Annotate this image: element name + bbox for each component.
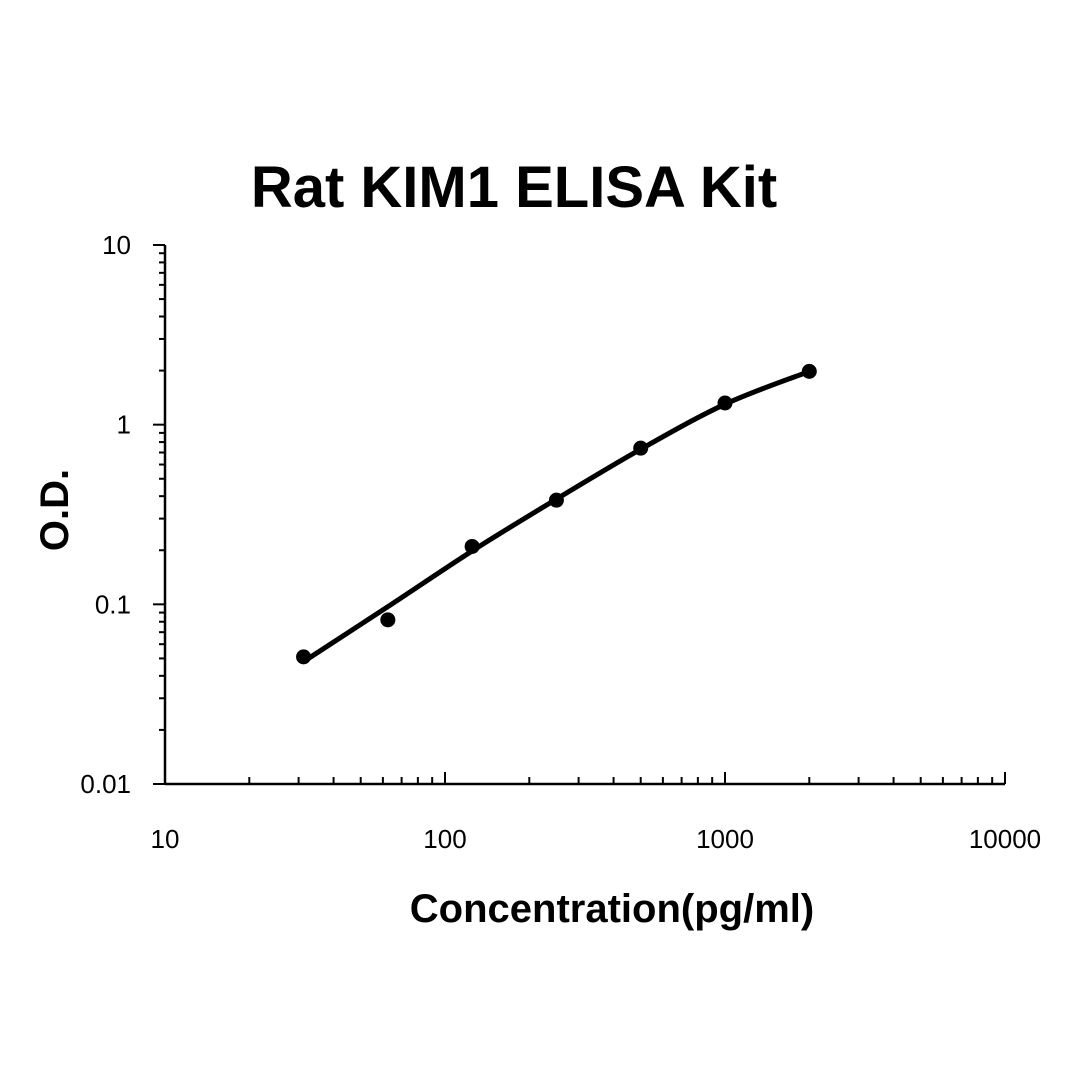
data-point bbox=[633, 440, 649, 456]
data-point bbox=[296, 649, 312, 665]
axes bbox=[163, 245, 1005, 786]
x-axis-ticks: 10 100 1000 10000 bbox=[151, 772, 1041, 854]
data-point bbox=[801, 363, 817, 379]
y-axis-ticks: 10 1 0.1 0.01 bbox=[80, 230, 165, 799]
data-point bbox=[717, 395, 733, 411]
x-tick-label: 10 bbox=[151, 824, 180, 854]
x-axis-label: Concentration(pg/ml) bbox=[410, 887, 814, 931]
plot-area bbox=[296, 363, 817, 665]
x-tick-label: 10000 bbox=[969, 824, 1041, 854]
fitted-curve bbox=[301, 368, 812, 665]
y-tick-label: 1 bbox=[117, 410, 131, 440]
y-tick-label: 10 bbox=[102, 230, 131, 260]
data-point bbox=[380, 612, 396, 628]
x-tick-label: 100 bbox=[423, 824, 466, 854]
data-point bbox=[548, 492, 564, 508]
y-tick-label: 0.01 bbox=[80, 769, 131, 799]
data-point bbox=[464, 538, 480, 554]
y-tick-label: 0.1 bbox=[95, 589, 131, 619]
x-tick-label: 1000 bbox=[696, 824, 754, 854]
y-axis-label: O.D. bbox=[33, 469, 77, 551]
chart-title: Rat KIM1 ELISA Kit bbox=[251, 155, 777, 220]
